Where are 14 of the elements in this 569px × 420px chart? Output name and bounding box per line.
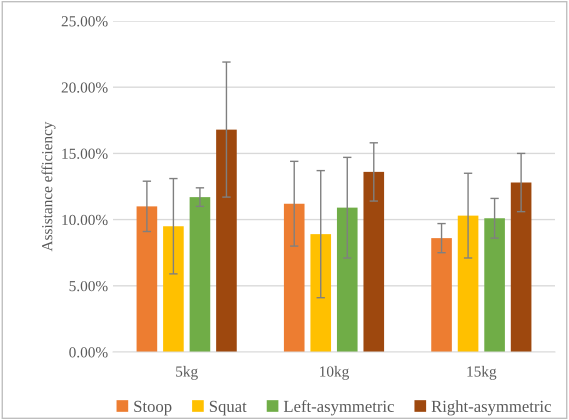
legend-label: Right-asymmetric	[432, 400, 551, 416]
y-tick-label: 25.00%	[62, 16, 108, 27]
x-tick-label: 10kg	[320, 366, 349, 380]
legend-label: Left-asymmetric	[284, 400, 394, 416]
y-tick-label: 20.00%	[62, 82, 108, 93]
y-tick-label: 5.00%	[70, 280, 108, 292]
y-axis-title: Assistance efficiency	[41, 122, 56, 252]
y-tick-label: 0.00%	[69, 347, 108, 358]
x-tick-label: 15kg	[467, 366, 496, 380]
legend-label: Squat	[210, 400, 247, 416]
legend-label: Stoop	[134, 400, 172, 416]
y-tick-label: 15.00%	[62, 148, 108, 159]
y-tick-label: 10.00%	[62, 214, 108, 226]
x-tick-label: 5kg	[176, 366, 198, 380]
